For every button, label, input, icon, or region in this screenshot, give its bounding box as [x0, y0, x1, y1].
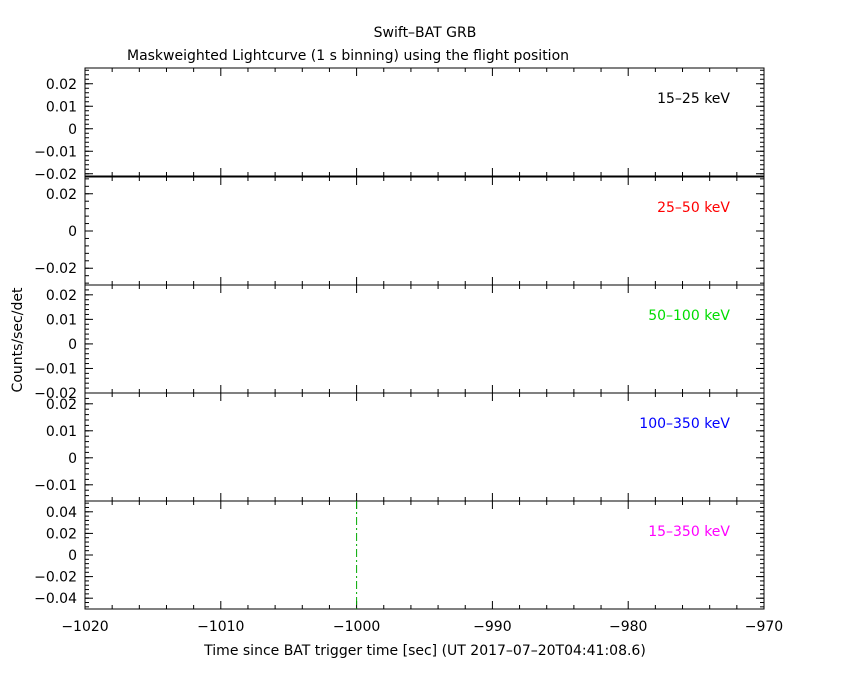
panel-frame [84, 392, 765, 502]
y-tick-label: 0 [68, 122, 77, 138]
y-tick-label: 0.04 [46, 505, 77, 521]
y-tick-label: 0.02 [46, 288, 77, 304]
y-axis-label: Counts/sec/det [10, 287, 26, 392]
x-tick-label: −980 [609, 619, 647, 635]
y-tick-label: 0.01 [46, 424, 77, 440]
x-tick-label: −1000 [333, 619, 380, 635]
y-tick-label: −0.01 [34, 478, 77, 494]
panel-frame [84, 284, 765, 394]
x-tick-label: −970 [745, 619, 783, 635]
y-tick-label: 0.01 [46, 312, 77, 328]
y-tick-label: −0.04 [34, 591, 77, 607]
figure-subtitle: Maskweighted Lightcurve (1 s binning) us… [127, 48, 569, 64]
panel-frame [84, 500, 765, 610]
band-label: 25–50 keV [657, 200, 730, 216]
y-tick-label: 0 [68, 337, 77, 353]
x-axis-label: Time since BAT trigger time [sec] (UT 20… [203, 643, 646, 659]
x-tick-label: −990 [473, 619, 511, 635]
y-tick-label: 0.01 [46, 99, 77, 115]
y-tick-label: −0.02 [34, 261, 77, 277]
panel-3: −0.02 −0.01 0 0.01 0.02 50–100 keV [34, 284, 765, 402]
y-tick-label: −0.01 [34, 361, 77, 377]
x-tick-label: −1020 [61, 619, 108, 635]
band-label: 100–350 keV [639, 416, 730, 432]
panel-5: −0.04 −0.02 0 0.02 0.04 15–350 keV [34, 500, 765, 610]
x-tick-label: −1010 [197, 619, 244, 635]
band-label: 15–350 keV [648, 524, 730, 540]
y-tick-label: −0.02 [34, 167, 77, 183]
panel-1: −0.02 −0.01 0 0.01 0.02 15–25 keV [34, 67, 765, 183]
y-tick-label: 0.02 [46, 187, 77, 203]
y-tick-label: 0 [68, 451, 77, 467]
panel-frame [84, 67, 765, 177]
figure-title: Swift–BAT GRB [374, 25, 477, 41]
band-label: 50–100 keV [648, 308, 730, 324]
y-tick-label: 0 [68, 548, 77, 564]
y-tick-label: 0.02 [46, 526, 77, 542]
y-tick-label: 0.02 [46, 77, 77, 93]
y-tick-label: −0.02 [34, 386, 77, 402]
y-tick-label: −0.02 [34, 570, 77, 586]
panel-4: −0.01 0 0.01 0.02 100–350 keV [34, 392, 765, 502]
y-tick-label: −0.01 [34, 144, 77, 160]
panel-frame [84, 176, 765, 286]
y-tick-label: 0.02 [46, 397, 77, 413]
band-label: 15–25 keV [657, 91, 730, 107]
panel-2: −0.02 0 0.02 25–50 keV [34, 176, 765, 286]
y-tick-label: 0 [68, 224, 77, 240]
panel-stack: −0.02 −0.01 0 0.01 0.02 15–25 keV −0.02 0 0.02 25… [34, 67, 783, 635]
